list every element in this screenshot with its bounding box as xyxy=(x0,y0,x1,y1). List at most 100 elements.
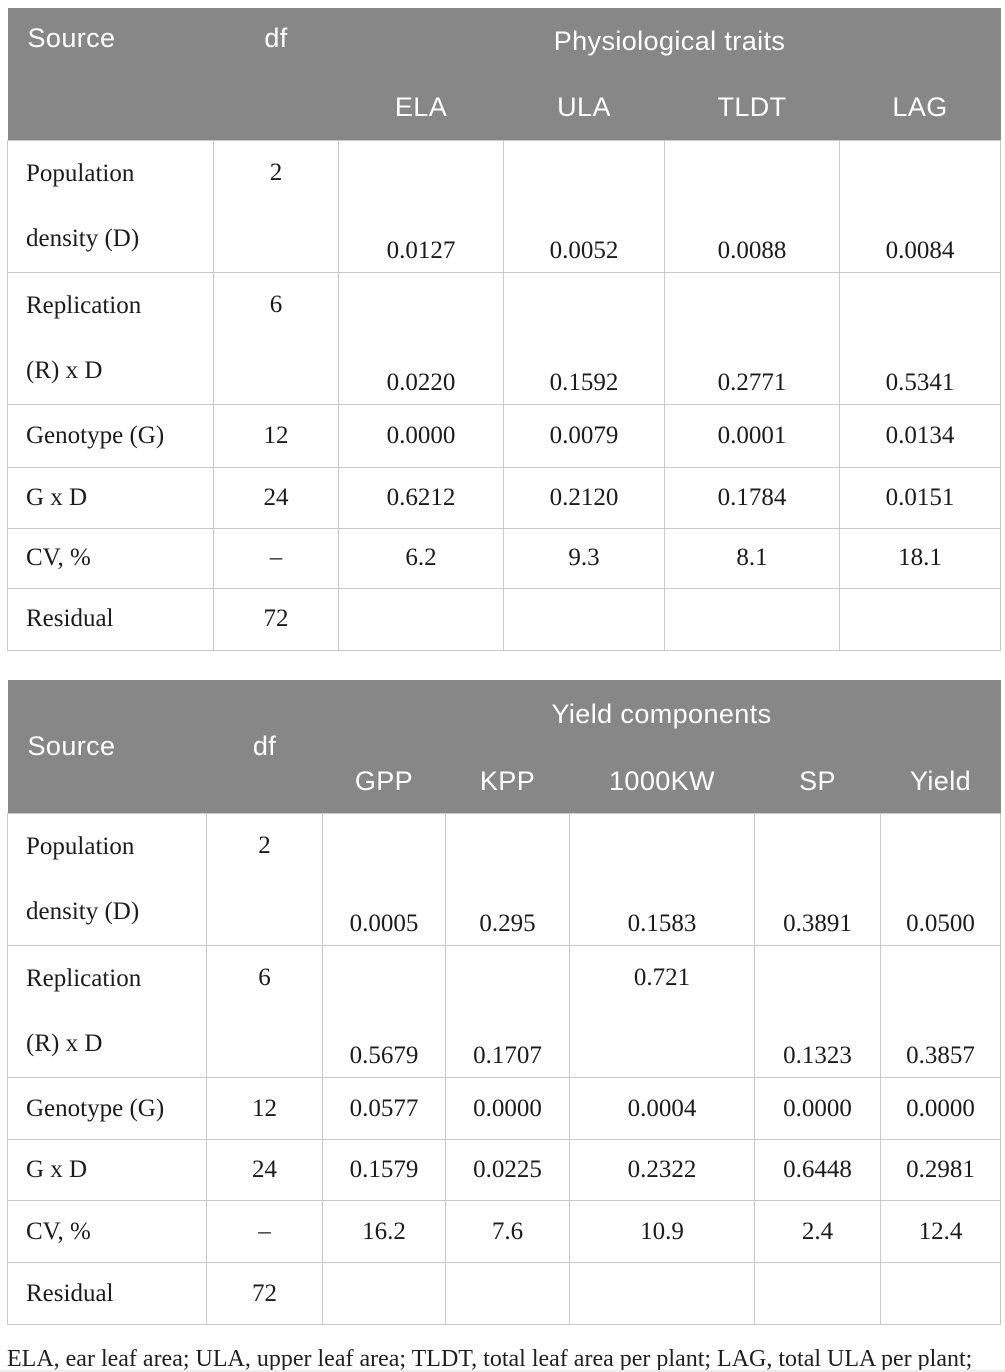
df-cell: 72 xyxy=(206,1262,323,1325)
value-cell-sp xyxy=(754,1262,881,1325)
value-cell-1000kw: 0.721 xyxy=(569,945,755,1078)
value-cell-yield: 12.4 xyxy=(880,1200,1001,1263)
value-cell-ula: 0.2120 xyxy=(503,466,665,529)
row-label-cell: Residual xyxy=(7,587,214,651)
yield-components-anova-table: Source df Yield components GPP KPP 1000K… xyxy=(7,679,1001,1325)
value-cell-gpp: 16.2 xyxy=(322,1200,446,1263)
table2-header-row-top: Source df Yield components xyxy=(7,679,1001,814)
row-label-line2: density (D) xyxy=(26,898,140,925)
value-cell-kpp xyxy=(445,1262,570,1325)
value-cell-1000kw: 0.1583 xyxy=(569,813,755,946)
value-cell-ela: 0.6212 xyxy=(338,466,504,529)
table1-row-population-density: Population density (D) 2 0.0127 0.0052 0… xyxy=(7,139,1002,273)
df-cell: – xyxy=(213,527,339,589)
value-cell-lag: 18.1 xyxy=(838,527,1002,589)
value-cell-ela: 0.0000 xyxy=(338,403,504,468)
physiological-traits-anova-table: Source df Physiological traits ELA ULA T… xyxy=(7,8,1002,651)
table2-column-header-sp: SP xyxy=(754,749,881,814)
table-footnote: ELA, ear leaf area; ULA, upper leaf area… xyxy=(7,1346,973,1372)
value-cell-lag: 0.5341 xyxy=(838,271,1002,405)
table1-row-replication: Replication (R) x D 6 0.0220 0.1592 0.27… xyxy=(7,271,1002,405)
row-label-line1: Population xyxy=(26,159,135,187)
row-label-cell: Population density (D) xyxy=(7,813,207,946)
table2-header-row-sub: GPP KPP 1000KW SP Yield xyxy=(8,749,1001,814)
value-cell-lag xyxy=(838,587,1002,651)
table1-source-column-header: Source xyxy=(7,8,214,140)
value-cell-sp: 0.0000 xyxy=(754,1077,881,1140)
value-cell-tldt: 0.2771 xyxy=(664,271,840,405)
table1-group-header-physiological-traits: Physiological traits xyxy=(338,8,1001,75)
table1-header-row-top: Source df Physiological traits xyxy=(7,8,1001,140)
value-cell-ula xyxy=(503,587,665,651)
value-cell-gpp xyxy=(322,1262,446,1325)
value-cell-yield xyxy=(880,1262,1001,1325)
value-cell-kpp: 0.1707 xyxy=(445,945,570,1078)
value-cell-yield: 0.3857 xyxy=(880,945,1001,1078)
row-label-line1: Replication xyxy=(26,291,142,319)
table1-row-cv: CV, % – 6.2 9.3 8.1 18.1 xyxy=(7,527,1002,589)
df-cell: – xyxy=(206,1200,323,1263)
table1-row-gxd: G x D 24 0.6212 0.2120 0.1784 0.0151 xyxy=(7,466,1002,529)
value-cell-ula: 0.0052 xyxy=(503,139,665,273)
table2-column-header-kpp: KPP xyxy=(445,749,570,814)
bottom-divider xyxy=(0,1370,1005,1372)
value-cell-tldt: 0.1784 xyxy=(664,466,840,529)
table1-column-header-ula: ULA xyxy=(503,75,665,140)
row-label-cell: Population density (D) xyxy=(7,139,214,273)
value-cell-ela: 6.2 xyxy=(338,527,504,589)
value-cell-gpp: 0.1579 xyxy=(322,1139,446,1201)
value-cell-ula: 0.0079 xyxy=(503,403,665,468)
value-cell-gpp: 0.5679 xyxy=(322,945,446,1078)
row-label-cell: G x D xyxy=(7,1139,207,1201)
row-label-line1: Replication xyxy=(26,965,142,992)
value-cell-ela: 0.0127 xyxy=(338,139,504,273)
row-label-line2: (R) x D xyxy=(26,1030,103,1057)
value-cell-yield: 0.2981 xyxy=(880,1139,1001,1201)
df-cell: 24 xyxy=(206,1139,323,1201)
value-cell-ela: 0.0220 xyxy=(338,271,504,405)
df-cell: 12 xyxy=(206,1077,323,1140)
value-cell-sp: 2.4 xyxy=(754,1200,881,1263)
table1-column-header-ela: ELA xyxy=(338,75,504,140)
row-label-cell: Replication (R) x D xyxy=(7,945,207,1078)
table2-row-replication: Replication (R) x D 6 0.5679 0.1707 0.72… xyxy=(7,945,1001,1078)
row-label-line1: Population xyxy=(26,833,135,860)
df-cell: 6 xyxy=(213,271,339,405)
table1-row-residual: Residual 72 xyxy=(7,587,1002,651)
row-label-cell: CV, % xyxy=(7,1200,207,1263)
row-label-cell: G x D xyxy=(7,466,214,529)
table2-column-header-yield: Yield xyxy=(880,749,1001,814)
value-cell-sp: 0.1323 xyxy=(754,945,881,1078)
table2-column-header-1000kw: 1000KW xyxy=(569,749,755,814)
table2-df-column-header: df xyxy=(206,679,323,814)
value-cell-kpp: 0.0000 xyxy=(445,1077,570,1140)
df-cell: 2 xyxy=(213,139,339,273)
row-label-cell: Genotype (G) xyxy=(7,403,214,468)
row-label-line2: (R) x D xyxy=(26,356,103,384)
value-cell-tldt xyxy=(664,587,840,651)
value-cell-1000kw: 0.2322 xyxy=(569,1139,755,1201)
table2-row-population-density: Population density (D) 2 0.0005 0.295 0.… xyxy=(7,813,1001,946)
table2-row-gxd: G x D 24 0.1579 0.0225 0.2322 0.6448 0.2… xyxy=(7,1139,1001,1201)
value-cell-lag: 0.0084 xyxy=(838,139,1002,273)
row-label-cell: Residual xyxy=(7,1262,207,1325)
table1-df-column-header: df xyxy=(213,8,339,140)
value-cell-tldt: 0.0088 xyxy=(664,139,840,273)
row-label-line2: density (D) xyxy=(26,224,140,252)
value-cell-kpp: 7.6 xyxy=(445,1200,570,1263)
df-cell: 2 xyxy=(206,813,323,946)
value-cell-gpp: 0.0005 xyxy=(322,813,446,946)
table1-row-genotype: Genotype (G) 12 0.0000 0.0079 0.0001 0.0… xyxy=(7,403,1002,468)
value-cell-sp: 0.3891 xyxy=(754,813,881,946)
value-cell-1000kw: 0.0004 xyxy=(569,1077,755,1140)
df-cell: 12 xyxy=(213,403,339,468)
row-label-cell: CV, % xyxy=(7,527,214,589)
df-cell: 72 xyxy=(213,587,339,651)
value-cell-1000kw xyxy=(569,1262,755,1325)
value-cell-ula: 9.3 xyxy=(503,527,665,589)
value-cell-kpp: 0.0225 xyxy=(445,1139,570,1201)
df-cell: 24 xyxy=(213,466,339,529)
row-label-cell: Genotype (G) xyxy=(7,1077,207,1140)
table1-header-row-sub: ELA ULA TLDT LAG xyxy=(8,75,1001,140)
